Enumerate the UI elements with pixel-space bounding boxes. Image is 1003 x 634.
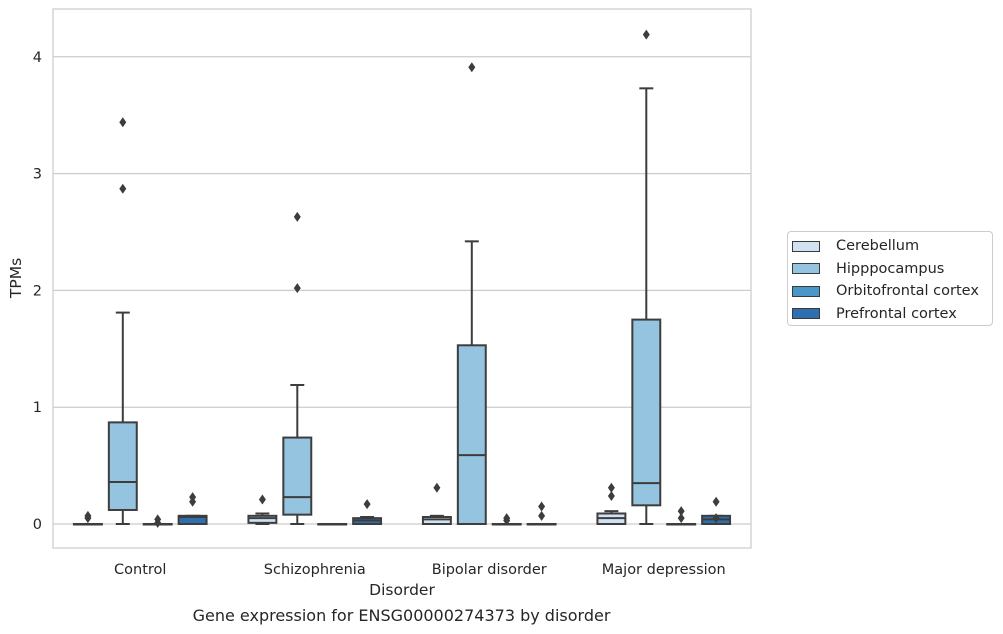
legend-swatch [792, 285, 820, 297]
box-series [72, 29, 732, 528]
legend-label: Orbitofrontal cortex [836, 283, 979, 300]
x-tick-label: Bipolar disorder [432, 562, 547, 578]
legend: Cerebellum Hipppocampus Orbitofrontal cort… [787, 231, 993, 326]
outlier-point [468, 62, 476, 73]
legend-swatch [792, 240, 820, 252]
y-axis-ticks: 0 1 2 3 4 [33, 50, 42, 533]
outlier-point [119, 117, 127, 128]
legend-item: Prefrontal cortex [792, 303, 992, 326]
x-axis-title: Disorder [369, 581, 435, 599]
outlier-point [538, 501, 546, 512]
y-tick-label: 4 [33, 50, 42, 66]
outlier-point [677, 513, 685, 524]
outlier-point [538, 510, 546, 521]
outlier-point [433, 482, 441, 493]
y-tick-label: 1 [33, 400, 42, 416]
x-tick-label: Schizophrenia [264, 562, 366, 578]
outlier-point [119, 183, 127, 194]
outlier-point [607, 482, 615, 493]
legend-item: Orbitofrontal cortex [792, 280, 992, 303]
outlier-point [154, 514, 162, 525]
y-tick-label: 3 [33, 167, 42, 183]
legend-item: Cerebellum [792, 235, 992, 258]
outlier-point [712, 496, 720, 507]
legend-swatch [792, 308, 820, 320]
outlier-point [293, 211, 301, 222]
box [456, 344, 487, 525]
outlier-point [607, 490, 615, 501]
plot-frame [52, 8, 752, 549]
legend-item: Hipppocampus [792, 258, 992, 281]
legend-label: Hipppocampus [836, 260, 945, 277]
y-axis-title: TPMs [7, 258, 25, 299]
outlier-point [258, 494, 266, 505]
y-tick-label: 2 [33, 283, 42, 299]
series-cerebellum [72, 482, 627, 526]
box [282, 436, 313, 516]
outlier-point [503, 513, 511, 524]
outlier-point [293, 283, 301, 294]
legend-swatch [792, 263, 820, 275]
outlier-point [84, 510, 92, 521]
x-tick-label: Major depression [602, 562, 726, 578]
y-tick-label: 0 [33, 517, 42, 533]
series-prefrontal-cortex [177, 492, 732, 526]
box [247, 514, 278, 524]
outlier-point [189, 492, 197, 503]
outlier-point [712, 513, 720, 524]
outlier-point [642, 29, 650, 40]
series-hipppocampus [107, 29, 662, 525]
x-axis-ticks: Control Schizophrenia Bipolar disorder Majo… [114, 562, 726, 578]
box [421, 515, 452, 526]
series-orbitofrontal-cortex [142, 506, 697, 528]
legend-label: Cerebellum [836, 238, 920, 255]
x-tick-label: Control [114, 562, 166, 578]
chart-title: Gene expression for ENSG00000274373 by d… [192, 606, 611, 625]
outlier-point [363, 499, 371, 510]
legend-label: Prefrontal cortex [836, 305, 957, 322]
box [107, 421, 138, 511]
box [631, 318, 662, 507]
box [177, 514, 208, 525]
outlier-point [677, 506, 685, 517]
